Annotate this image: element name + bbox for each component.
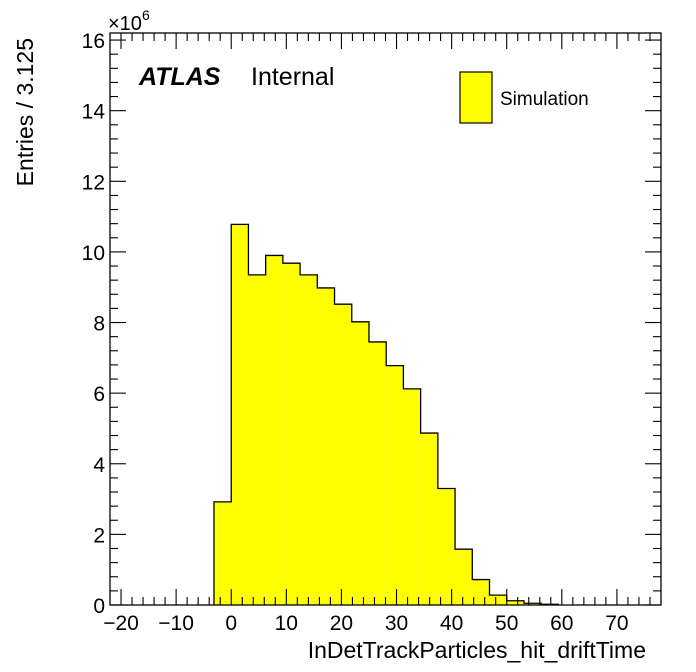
y-tick-label: 10: [82, 242, 105, 265]
atlas-label: ATLAS: [138, 63, 221, 91]
histogram-bin: [282, 263, 301, 605]
x-tick-label: 30: [385, 612, 408, 635]
y-tick-label: 6: [93, 383, 105, 406]
x-tick-label: 70: [605, 612, 628, 635]
histogram-bin: [437, 488, 456, 605]
histogram-bin: [489, 595, 507, 605]
histogram-bin: [506, 600, 524, 605]
y-axis-multiplier-exponent: 6: [142, 7, 150, 23]
histogram-bin: [523, 603, 542, 605]
y-axis-title: Entries / 3.125: [12, 38, 38, 186]
histogram-bars: [214, 224, 559, 605]
x-tick-label: 40: [440, 612, 463, 635]
histogram-bin: [248, 274, 266, 605]
histogram-bin: [317, 287, 335, 605]
x-tick-label: 10: [275, 612, 298, 635]
x-tick-label: −20: [103, 612, 139, 635]
histogram-bin: [386, 365, 404, 605]
histogram-bin: [368, 341, 387, 605]
histogram-bin: [351, 321, 369, 605]
histogram-bin: [420, 433, 438, 605]
y-tick-label: 16: [82, 30, 105, 53]
x-tick-label: 60: [550, 612, 573, 635]
y-tick-label: 12: [82, 171, 105, 194]
axis-ticks: [110, 33, 661, 606]
y-axis-multiplier: ×106: [108, 7, 150, 35]
histogram-bin: [334, 304, 352, 605]
legend-swatch-simulation: [459, 71, 493, 124]
x-tick-labels: −20 −10 0 10 20 30 40 50 60 70: [103, 612, 628, 635]
y-tick-label: 2: [93, 524, 105, 547]
x-tick-label: 0: [225, 612, 237, 635]
x-tick-label: 50: [495, 612, 518, 635]
histogram-bin: [403, 388, 421, 605]
histogram-bin: [214, 501, 232, 605]
histogram-bin: [300, 274, 318, 605]
histogram-bin: [231, 224, 249, 605]
histogram-bin: [472, 579, 490, 605]
histogram-bin: [455, 549, 473, 605]
x-tick-label: −10: [158, 612, 194, 635]
y-tick-label: 8: [93, 313, 105, 336]
histogram-bin: [265, 255, 283, 605]
y-tick-label: 0: [93, 595, 105, 618]
x-tick-label: 20: [330, 612, 353, 635]
y-tick-labels: 0 2 4 6 8 10 12 14 16: [82, 30, 106, 618]
atlas-status-label: Internal: [251, 63, 334, 91]
x-axis-title: InDetTrackParticles_hit_driftTime: [308, 637, 646, 663]
y-tick-label: 4: [93, 454, 105, 477]
legend-label-simulation: Simulation: [500, 89, 589, 110]
y-tick-label: 14: [82, 101, 106, 124]
